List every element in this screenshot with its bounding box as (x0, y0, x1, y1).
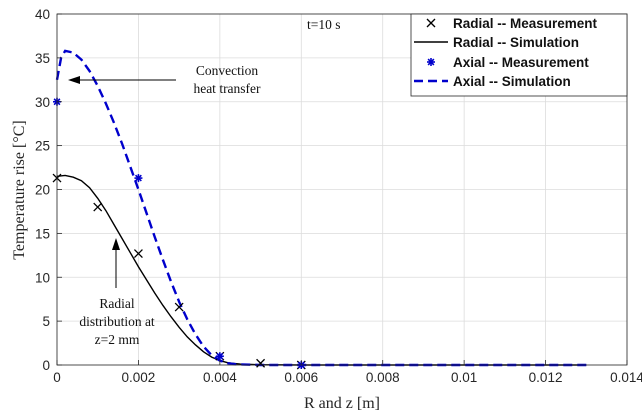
series-0-marker-stroke (256, 358, 266, 368)
series-2-marker (215, 352, 224, 361)
y-tick-label: 25 (35, 139, 50, 154)
annotation-radial-line-3: z=2 mm (95, 332, 140, 347)
x-tick-label: 0.006 (284, 370, 318, 385)
annotation-radial-line-1: Radial (99, 296, 134, 311)
x-tick-label: 0.004 (203, 370, 237, 385)
y-tick-label: 30 (35, 95, 50, 110)
legend-marker-stroke (426, 18, 436, 28)
series-0-marker (174, 302, 184, 312)
legend: Radial -- Measurement Radial -- Simulati… (410, 13, 628, 97)
annotation-convection-line-1: Convection (196, 63, 258, 78)
legend-symbol-axial-measurement (427, 58, 435, 66)
series-0-marker (93, 202, 103, 212)
legend-label-axial-measurement: Axial -- Measurement (453, 55, 589, 70)
legend-symbol-radial-measurement (426, 18, 436, 28)
x-tick-label: 0.012 (529, 370, 563, 385)
annotation-time: t=10 s (307, 17, 341, 32)
y-tick-label: 15 (35, 226, 50, 241)
x-tick-label: 0.01 (451, 370, 477, 385)
x-tick-label: 0.014 (610, 370, 642, 385)
series-0-marker-stroke (133, 249, 143, 259)
y-tick-label: 10 (35, 270, 50, 285)
series-0-marker (133, 249, 143, 259)
x-tick-label: 0.002 (122, 370, 156, 385)
annotation-convection: Convection heat transfer (68, 63, 261, 96)
annotation-convection-line-2: heat transfer (193, 81, 261, 96)
legend-marker (427, 58, 435, 66)
y-tick-label: 0 (42, 358, 50, 373)
y-tick-label: 20 (35, 183, 50, 198)
y-tick-label: 5 (42, 314, 50, 329)
convection-arrow-head (68, 76, 80, 84)
annotation-radial: Radial distribution at z=2 mm (79, 238, 155, 347)
annotation-radial-line-2: distribution at (79, 314, 155, 329)
series-0-marker-stroke (174, 302, 184, 312)
y-axis-title: Temperature rise [°C] (11, 120, 28, 259)
series-2-marker-stroke (134, 174, 142, 182)
legend-label-radial-simulation: Radial -- Simulation (453, 35, 579, 50)
series-2-marker (134, 174, 143, 183)
series-0-marker (256, 358, 266, 368)
series-line-3 (55, 49, 587, 367)
y-tick-label: 35 (35, 51, 50, 66)
ticks: 0 0.002 0.004 0.006 0.008 0.01 0.012 0.014 0 5 10 1… (35, 7, 642, 385)
annotation-time-line: t=10 s (307, 17, 341, 32)
x-tick-label: 0 (53, 370, 61, 385)
legend-label-radial-measurement: Radial -- Measurement (453, 16, 598, 31)
legend-marker-stroke (427, 58, 435, 66)
x-axis-title: R and z [m] (304, 395, 380, 412)
series-2-marker-stroke (216, 352, 224, 360)
legend-box (410, 13, 628, 97)
x-tick-label: 0.008 (366, 370, 400, 385)
y-tick-label: 40 (35, 7, 50, 22)
radial-arrow-head (112, 238, 120, 250)
legend-label-axial-simulation: Axial -- Simulation (453, 74, 571, 89)
legend-marker (426, 18, 436, 28)
series-0-marker-stroke (93, 202, 103, 212)
